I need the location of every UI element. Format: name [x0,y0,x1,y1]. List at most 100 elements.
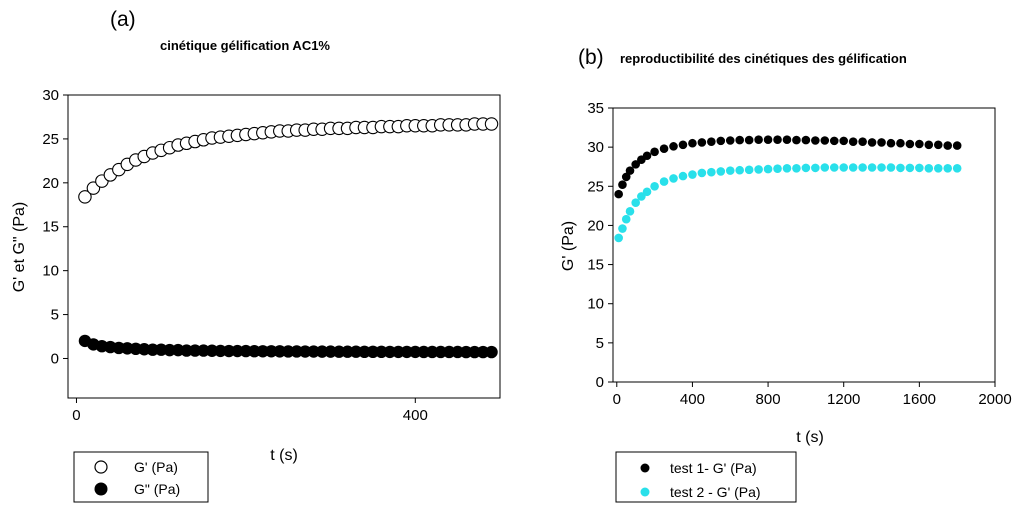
chart-a-series-2-point [468,345,481,359]
chart-b-series-1-point [631,160,640,169]
chart-b-ytick-label: 15 [587,257,604,274]
legend-b-marker-cyan-dot-icon [640,487,650,497]
chart-a-series-1-point [78,190,92,204]
chart-b-series-2-point [637,192,646,201]
chart-b-series-1-point [886,138,896,148]
chart-b-series-2-point [829,163,839,172]
chart-b-title: reproductibilité des cinétiques des géli… [620,51,907,66]
chart-a: (a) cinétique gélification AC1% 0 5 10 15 20… [11,8,501,503]
chart-a-series-2-point [434,345,447,359]
chart-b-series-1-point [650,147,659,157]
legend-a-item-1: G' (Pa) [134,459,178,475]
chart-b-series-1-point [792,135,801,145]
chart-b-series-1-point [905,139,915,149]
chart-b: (b) reproductibilité des cinétiques des … [560,46,1012,503]
chart-b-series-2-point [716,167,726,176]
chart-b-ytick-label: 30 [587,139,604,156]
legend-b-item-2: test 2 - G' (Pa) [670,484,761,500]
chart-b-series-2-point [943,163,953,173]
chart-b-series-1-point [867,138,877,147]
chart-b-series-1-point [763,135,773,145]
chart-b-series-2-point [782,163,792,173]
chart-b-series-2-point [773,164,782,173]
chart-a-xtick-label: 400 [403,407,428,424]
chart-b-series-1-point [839,136,849,146]
legend-b-marker-black-dot-icon [640,463,650,473]
chart-b-series-1-point [829,136,839,146]
chart-a-series-2-point [459,345,473,359]
chart-b-series-1-point [659,144,669,154]
chart-b-series-1-point [858,137,867,146]
chart-b-xtick-label: 1200 [827,391,860,408]
chart-a-series-2-point [400,345,414,359]
chart-b-series-2-point [754,165,763,174]
chart-a-series-2-point [180,344,193,357]
chart-b-series-1-point [820,136,830,145]
chart-b-series-1-point [915,139,924,149]
chart-a-series-2-point [366,345,380,359]
chart-b-series-1-point [621,172,631,182]
chart-a-ytick-label: 20 [42,175,59,192]
chart-b-series-2-point [877,163,886,172]
chart-b-series-1-point [678,140,688,150]
chart-b-series-2-point [952,163,962,173]
chart-b-series-1-point [877,138,886,147]
chart-b-series-1-point [625,166,635,175]
chart-b-xtick-label: 800 [756,391,781,408]
chart-a-series-2-point [383,345,397,359]
chart-b-series-2-point [614,233,623,243]
chart-b-series-1-point [618,180,627,190]
chart-b-xtick-label: 2000 [978,391,1011,408]
chart-b-xtick-label: 1600 [903,391,936,408]
chart-b-series-2-point [642,187,652,197]
chart-b-series-2-point [725,166,735,175]
chart-b-series-1-point [744,135,754,145]
chart-b-series-1-point [811,136,820,145]
chart-b-series-1-point [688,138,697,148]
chart-a-series-2-point [426,345,439,359]
chart-b-series-2-point [811,163,820,173]
chart-b-series-2-point [621,214,631,224]
chart-b-ytick-label: 25 [587,178,604,195]
chart-a-series-2-point [358,345,371,359]
chart-b-series-1-point [943,141,953,150]
chart-b-series-2-point [618,224,627,233]
chart-b-series-1-point [952,141,962,150]
chart-a-xlabel: t (s) [270,447,298,464]
chart-b-series-2-point [697,168,707,178]
chart-a-legend [73,451,209,503]
panel-a-letter: (a) [110,8,136,31]
chart-b-series-2-point [933,163,943,173]
legend-b-item-1: test 1- G' (Pa) [670,460,757,476]
chart-a-ylabel: G' et G" (Pa) [11,202,28,293]
chart-b-series-1-point [642,151,652,161]
chart-b-xtick-label: 0 [613,391,621,408]
legend-a-marker-filled-circle-icon [94,482,108,496]
chart-b-series-2-point [801,163,811,173]
chart-b-series-2-point [858,163,867,172]
chart-a-ytick-label: 0 [51,350,59,367]
chart-b-ytick-label: 10 [587,296,604,313]
chart-a-title: cinétique gélification AC1% [160,38,330,53]
chart-b-series-1-point [782,135,792,145]
chart-b-series-2-point [848,163,858,172]
legend-a-item-2: G" (Pa) [134,481,180,497]
chart-b-ylabel: G' (Pa) [560,221,577,271]
chart-a-series-1-point [484,117,499,131]
chart-b-series-1-point [707,137,716,146]
chart-a-ytick-label: 30 [42,87,59,104]
chart-b-series-2-point [650,181,659,191]
chart-b-series-1-point [697,138,707,147]
chart-a-ytick-label: 25 [42,131,59,148]
chart-a-series-2-point [298,345,312,358]
chart-b-series-2-point [886,163,896,172]
chart-a-ytick-label: 15 [42,219,59,236]
chart-b-ytick-label: 5 [596,335,604,352]
chart-b-series-2-point [820,163,830,172]
chart-b-series-2-point [915,163,924,173]
chart-b-plot-frame [612,107,996,383]
chart-b-series-1-point [669,142,678,151]
chart-a-series-2-point [188,344,202,357]
chart-b-series-1-point [735,135,745,145]
